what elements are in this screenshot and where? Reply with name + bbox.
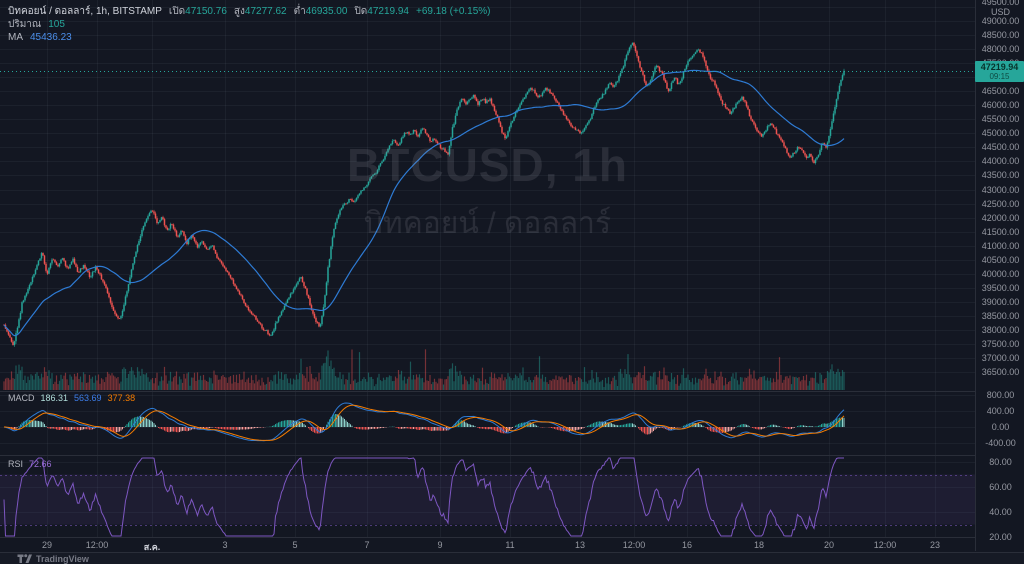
price-axis-label: 37000.00 [981, 353, 1020, 364]
ma-legend-row[interactable]: MA 45436.23 [8, 31, 491, 44]
tradingview-logo-icon [17, 554, 32, 563]
change-value: +69.18 (+0.15%) [416, 6, 491, 17]
price-axis-label: 48000.00 [981, 43, 1020, 54]
price-axis-label: 38500.00 [981, 311, 1020, 322]
price-axis-label: 20.00 [989, 532, 1012, 542]
price-axis-label: 39000.00 [981, 297, 1020, 308]
ohlc-low: ต่ำ46935.00 [294, 5, 348, 18]
price-axis-label: 48500.00 [981, 29, 1020, 40]
volume-label: ปริมาณ [8, 19, 42, 30]
price-axis-label: 0.00 [991, 422, 1010, 432]
tradingview-logo[interactable]: TradingView [17, 553, 89, 564]
time-axis-tick: 12:00 [873, 540, 897, 550]
open-label: เปิด [168, 6, 186, 17]
macd-line-value: 563.69 [74, 393, 102, 403]
time-axis-tick: 7 [364, 540, 370, 550]
ohlc-close: ปิด47219.94 [354, 5, 409, 18]
price-axis-label: 37500.00 [981, 339, 1020, 350]
time-axis-tick: 9 [437, 540, 443, 550]
price-axis-label: 40500.00 [981, 254, 1020, 265]
price-axis-label: 44000.00 [981, 156, 1020, 167]
time-axis-tick: 12:00 [85, 540, 109, 550]
macd-label: MACD [8, 393, 35, 403]
tradingview-brand-text: TradingView [36, 553, 89, 564]
price-axis-label: 43500.00 [981, 170, 1020, 181]
price-axis-label: 36500.00 [981, 367, 1020, 378]
time-axis-tick: 3 [222, 540, 228, 550]
price-axis-label: 38000.00 [981, 325, 1020, 336]
chart-canvas[interactable] [0, 0, 975, 551]
price-axis-label: 46500.00 [981, 86, 1020, 97]
price-axis[interactable]: USD 49500.0049000.0048500.0048000.004750… [975, 0, 1024, 551]
ohlc-open: เปิด47150.76 [169, 5, 227, 18]
price-axis-label: 43000.00 [981, 184, 1020, 195]
price-axis-label: 42000.00 [981, 212, 1020, 223]
ohlc-high: สูง47277.62 [234, 5, 287, 18]
time-axis-tick: ส.ค. [143, 542, 161, 552]
price-axis-label: 800.00 [986, 390, 1015, 400]
current-price-value: 47219.94 [980, 62, 1019, 72]
macd-legend-row[interactable]: MACD 186.31 563.69 377.38 [8, 393, 135, 403]
time-axis-tick: 16 [681, 540, 693, 550]
price-axis-label: 40000.00 [981, 268, 1020, 279]
symbol-legend-row[interactable]: บิทคอยน์ / ดอลลาร์, 1h, BITSTAMP เปิด471… [8, 5, 491, 18]
price-axis-label: 45500.00 [981, 114, 1020, 125]
price-axis-label: 40.00 [989, 507, 1012, 517]
time-axis-tick: 12:00 [622, 540, 646, 550]
close-label: ปิด [354, 6, 368, 17]
time-axis-tick: 13 [574, 540, 586, 550]
price-axis-label: 400.00 [986, 406, 1015, 416]
high-label: สูง [233, 6, 245, 17]
macd-signal-value: 377.38 [107, 393, 136, 403]
price-axis-label: 80.00 [989, 457, 1012, 467]
price-axis-label: 42500.00 [981, 198, 1020, 209]
price-axis-label: 39500.00 [981, 283, 1020, 294]
time-axis[interactable]: 29 12:00 ส.ค. 3 5 7 9 11 13 12:00 16 18 20 12:00 23 [0, 537, 1024, 552]
close-value: 47219.94 [367, 6, 409, 17]
volume-value: 105 [48, 19, 65, 30]
price-axis-label: 41500.00 [981, 226, 1020, 237]
price-axis-label: 46000.00 [981, 100, 1020, 111]
macd-hist-value: 186.31 [40, 393, 69, 403]
price-axis-label: -400.00 [985, 438, 1016, 448]
bar-countdown: 09:15 [989, 72, 1010, 81]
main-legend: บิทคอยน์ / ดอลลาร์, 1h, BITSTAMP เปิด471… [8, 5, 491, 44]
ma-value: 45436.23 [30, 32, 72, 43]
low-value: 46935.00 [305, 6, 348, 17]
price-axis-label: 49500.00 [981, 0, 1020, 7]
price-axis-label: 45000.00 [981, 128, 1020, 139]
high-value: 47277.62 [244, 6, 287, 17]
current-price-label: 47219.94 09:15 [975, 61, 1024, 82]
low-label: ต่ำ [293, 6, 306, 17]
rsi-value: 72.66 [29, 459, 52, 469]
price-axis-label: 49000.00 [981, 15, 1020, 26]
rsi-label: RSI [8, 459, 24, 469]
price-axis-unit: USD [990, 7, 1010, 17]
time-axis-tick: 29 [41, 540, 53, 550]
time-axis-tick: 11 [505, 540, 515, 550]
time-axis-tick: 20 [823, 540, 835, 550]
price-axis-label: 44500.00 [981, 142, 1020, 153]
time-axis-tick: 5 [292, 540, 298, 550]
volume-legend-row[interactable]: ปริมาณ 105 [8, 18, 491, 31]
footer-bar: TradingView [0, 552, 1024, 564]
price-axis-label: 41000.00 [981, 240, 1020, 251]
price-axis-label: 60.00 [989, 482, 1012, 492]
symbol-title: บิทคอยน์ / ดอลลาร์, 1h, BITSTAMP [8, 6, 162, 17]
time-axis-tick: 23 [929, 540, 941, 550]
time-axis-tick: 18 [753, 540, 765, 550]
ma-label: MA [8, 32, 23, 43]
rsi-legend-row[interactable]: RSI 72.66 [8, 459, 52, 469]
open-value: 47150.76 [185, 6, 227, 17]
